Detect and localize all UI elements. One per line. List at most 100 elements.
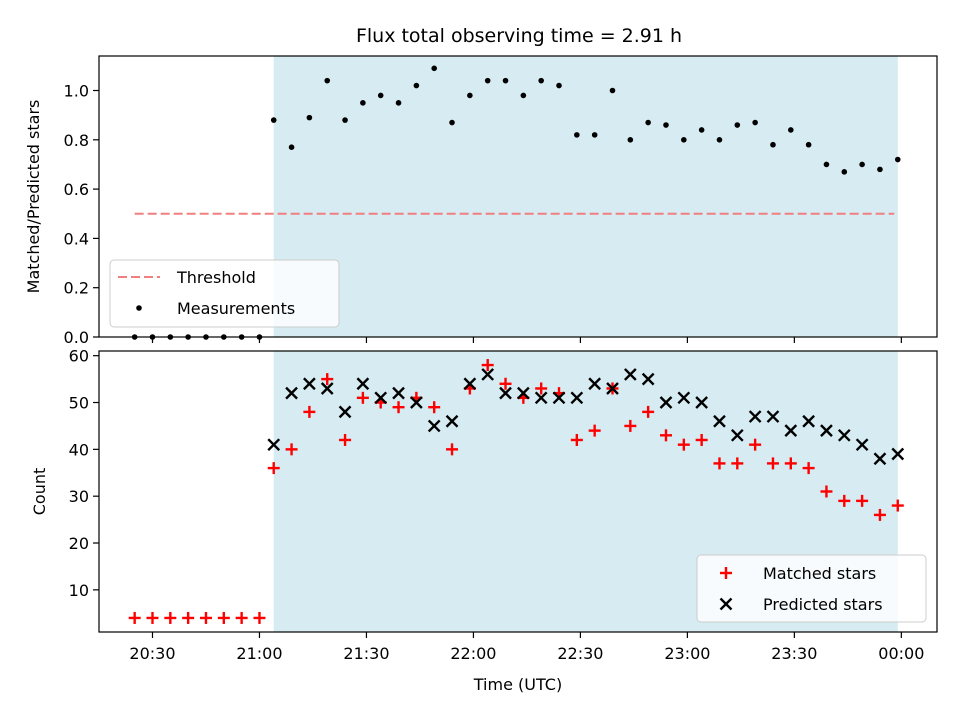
- matched-star-point: [695, 433, 708, 446]
- x-tick-label: 20:30: [129, 644, 175, 663]
- predicted-star-point: [659, 396, 673, 409]
- matched-star-point: [253, 611, 266, 624]
- predicted-star-point: [802, 414, 815, 428]
- predicted-star-point: [748, 410, 762, 423]
- matched-star-point: [356, 391, 369, 404]
- measurement-point: [787, 127, 794, 133]
- predicted-star-point: [267, 438, 281, 452]
- measurement-point: [360, 100, 366, 106]
- matched-star-point: [838, 494, 851, 507]
- predicted-star-point: [606, 382, 619, 395]
- measurement-point: [645, 119, 651, 126]
- measurement-point: [805, 141, 812, 148]
- predicted-star-point: [445, 414, 459, 428]
- x-axis-label: Time (UTC): [473, 675, 562, 694]
- predicted-star-point: [766, 410, 780, 423]
- matched-star-point: [713, 457, 726, 470]
- matched-star-point: [499, 377, 512, 390]
- bottom-legend: Matched stars Predicted stars: [696, 554, 927, 623]
- matched-star-point: [303, 405, 316, 418]
- matched-star-point: [321, 373, 334, 386]
- matched-star-point: [820, 485, 833, 498]
- measurement-point: [395, 100, 402, 106]
- measurement-point: [663, 122, 669, 128]
- matched-star-point: [766, 457, 779, 470]
- predicted-star-point: [552, 391, 566, 405]
- predicted-star-point: [534, 391, 548, 405]
- measurement-point: [449, 119, 455, 126]
- predicted-star-point: [303, 377, 316, 391]
- matched-star-point: [235, 611, 248, 624]
- x-tick-label: 22:30: [557, 644, 603, 663]
- x-tick-label: 22:00: [450, 644, 496, 663]
- top-y-tick-label: 0.4: [64, 229, 89, 248]
- matched-star-point: [146, 611, 159, 624]
- predicted-star-point: [410, 396, 423, 409]
- top-legend-box: [109, 259, 340, 328]
- predicted-star-point: [392, 386, 405, 400]
- predicted-star-point: [588, 377, 602, 391]
- measurement-point: [716, 137, 723, 143]
- x-tick-label: 21:00: [236, 644, 282, 663]
- bottom-y-tick-label: 40: [69, 440, 89, 459]
- matched-star-point: [199, 611, 212, 624]
- observing-span-shade-top: [273, 56, 898, 337]
- measurement-point: [859, 161, 865, 168]
- measurement-point: [342, 117, 348, 123]
- measurement-point: [467, 92, 473, 99]
- bottom-y-axis-label: Count: [30, 468, 49, 516]
- x-tick-label: 21:30: [343, 644, 389, 663]
- matched-star-point: [392, 401, 405, 414]
- measurement-point: [288, 144, 295, 151]
- x-tick-label: 23:00: [664, 644, 710, 663]
- bottom-y-tick-label: 20: [69, 534, 89, 553]
- legend-predicted-label: Predicted stars: [763, 595, 883, 614]
- bottom-y-tick-label: 60: [69, 347, 89, 366]
- matched-star-point: [267, 462, 280, 475]
- predicted-star-point: [427, 419, 441, 433]
- measurement-point: [502, 77, 509, 84]
- predicted-star-point: [677, 391, 691, 405]
- matched-star-point: [659, 429, 672, 442]
- legend-matched-swatch: [720, 567, 732, 579]
- top-y-tick-label: 0.8: [64, 131, 89, 150]
- legend-measurements-swatch: [136, 305, 142, 311]
- measurement-point: [752, 119, 758, 126]
- top-y-axis-label: Matched/Predicted stars: [24, 100, 43, 294]
- predicted-star-point: [623, 368, 637, 381]
- predicted-star-point: [481, 368, 495, 381]
- legend-matched-label: Matched stars: [763, 564, 876, 583]
- matched-star-point: [128, 611, 141, 624]
- bottom-y-tick-label: 10: [69, 581, 89, 600]
- predicted-star-point: [374, 391, 388, 405]
- x-tick-label: 00:00: [878, 644, 924, 663]
- measurement-point: [734, 122, 741, 128]
- predicted-star-point: [730, 428, 744, 442]
- matched-star-point: [481, 359, 494, 372]
- top-legend: Threshold Measurements: [109, 259, 340, 328]
- measurement-point: [306, 114, 313, 121]
- measurement-point: [627, 137, 634, 143]
- top-y-tick-label: 1.0: [64, 82, 89, 101]
- predicted-star-point: [820, 424, 833, 437]
- matched-star-point: [802, 462, 815, 475]
- measurement-point: [894, 156, 901, 163]
- predicted-star-point: [837, 428, 851, 442]
- measurement-point: [413, 82, 420, 89]
- measurement-point: [823, 161, 830, 168]
- measurement-point: [609, 87, 616, 94]
- matched-star-point: [642, 405, 655, 418]
- matched-star-point: [446, 443, 459, 456]
- matched-star-point: [339, 433, 352, 446]
- matched-star-point: [891, 499, 904, 512]
- matched-star-point: [731, 457, 744, 470]
- measurement-point: [681, 137, 687, 143]
- matched-star-point: [164, 611, 177, 624]
- bottom-y-tick-label: 30: [69, 487, 89, 506]
- matched-star-point: [856, 494, 869, 507]
- matched-star-point: [570, 433, 583, 446]
- predicted-star-point: [695, 396, 708, 409]
- bottom-panel: 10 20 30 40 50 60 20:30 21:00 21:30 22:00 22:30 23…: [30, 347, 938, 694]
- predicted-star-point: [499, 386, 512, 400]
